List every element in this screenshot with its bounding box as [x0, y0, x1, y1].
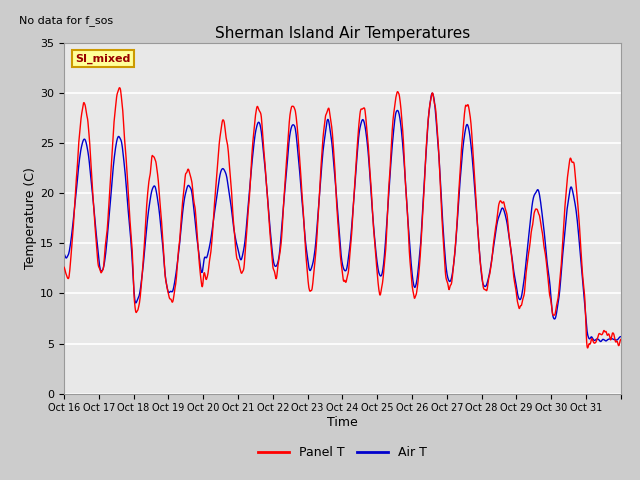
Legend: Panel T, Air T: Panel T, Air T: [253, 442, 432, 465]
Text: SI_mixed: SI_mixed: [75, 54, 131, 64]
X-axis label: Time: Time: [327, 416, 358, 429]
Y-axis label: Temperature (C): Temperature (C): [24, 168, 37, 269]
Text: No data for f_sos: No data for f_sos: [19, 15, 113, 26]
Title: Sherman Island Air Temperatures: Sherman Island Air Temperatures: [215, 25, 470, 41]
